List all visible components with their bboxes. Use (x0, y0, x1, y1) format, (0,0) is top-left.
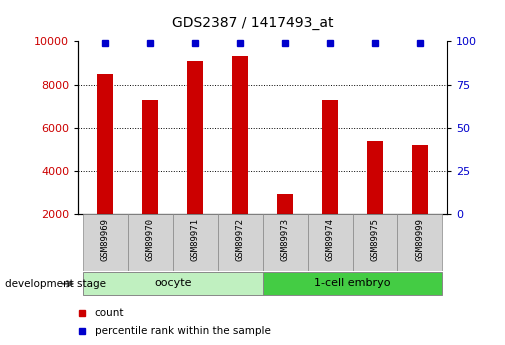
Text: GSM89969: GSM89969 (101, 218, 110, 261)
Text: GSM89975: GSM89975 (371, 218, 379, 261)
Bar (187, 61, 203, 214)
Bar (97, 74, 113, 214)
Bar (412, 145, 428, 214)
Bar (277, 195, 293, 214)
Bar (352, 214, 397, 271)
Bar (263, 214, 308, 271)
Bar (263, 272, 442, 295)
Text: count: count (95, 308, 124, 317)
Text: GSM89971: GSM89971 (191, 218, 199, 261)
Text: oocyte: oocyte (154, 278, 191, 288)
Text: percentile rank within the sample: percentile rank within the sample (95, 326, 271, 336)
Bar (83, 272, 263, 295)
Text: GSM89974: GSM89974 (326, 218, 334, 261)
Bar (142, 100, 158, 214)
Text: development stage: development stage (5, 279, 106, 289)
Bar (367, 141, 383, 214)
Text: GSM89972: GSM89972 (236, 218, 244, 261)
Text: GSM89999: GSM89999 (416, 218, 424, 261)
Bar (218, 214, 263, 271)
Bar (128, 214, 173, 271)
Bar (397, 214, 442, 271)
Bar (322, 100, 338, 214)
Text: GSM89973: GSM89973 (281, 218, 289, 261)
Bar (308, 214, 352, 271)
Bar (173, 214, 218, 271)
Text: GSM89970: GSM89970 (146, 218, 155, 261)
Text: GDS2387 / 1417493_at: GDS2387 / 1417493_at (172, 16, 333, 30)
Bar (83, 214, 128, 271)
Bar (232, 57, 248, 214)
Text: 1-cell embryo: 1-cell embryo (314, 278, 391, 288)
